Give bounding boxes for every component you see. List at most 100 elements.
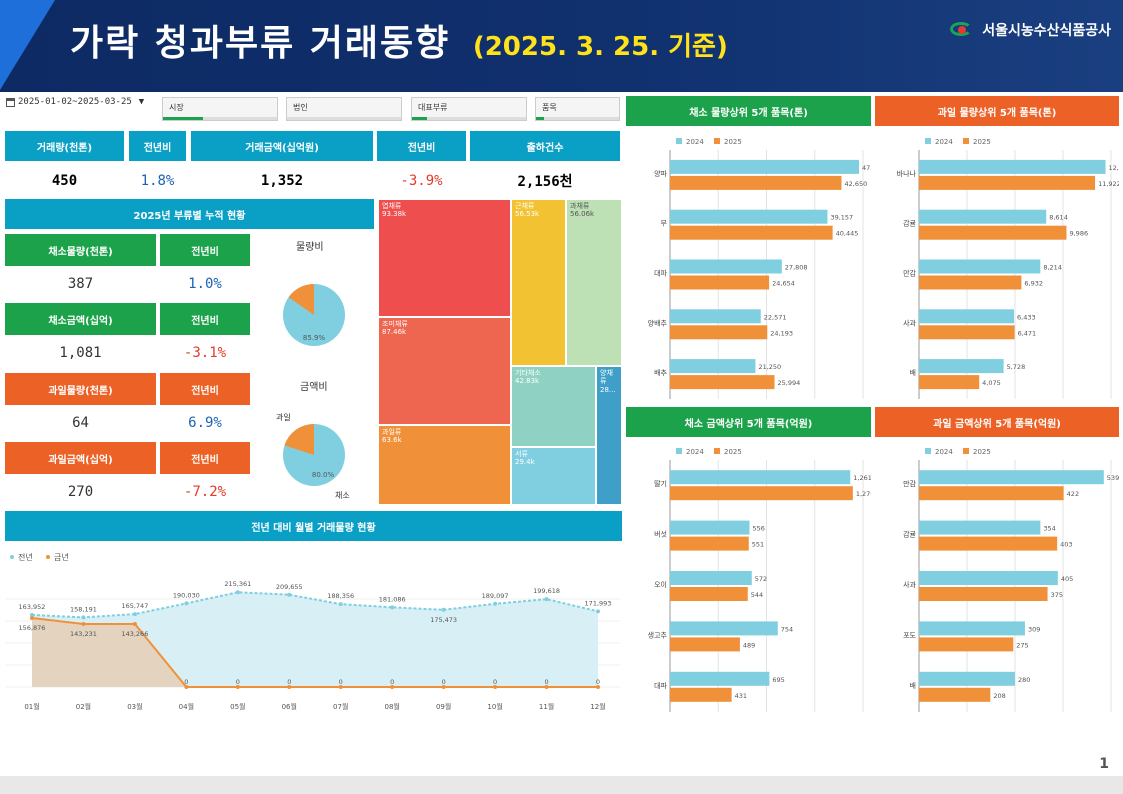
data-label-curr: 0 [236,678,240,686]
bar-2025 [670,486,853,501]
fruit-volume-header: 과일물량(천톤) [5,373,156,405]
category-label: 무 [661,220,668,228]
bar-2024 [670,259,782,274]
category-label: 포도 [903,631,916,639]
pie-amount-chart: 80.0% 과일 채소 [276,413,350,500]
bar-2024 [670,209,828,224]
x-tick-label: 01월 [24,702,39,711]
bar-value-label: 422 [1067,490,1079,498]
x-tick-label: 05월 [230,702,245,711]
legend-2025-swatch [963,138,969,144]
bar-value-label: 280 [1018,676,1030,684]
bar-value-label: 6,471 [1018,329,1037,337]
category-filter-label: 대표부류 [418,103,448,112]
page-number: 1 [1099,756,1109,772]
bar-value-label: 27,808 [785,264,808,272]
point-curr [30,615,34,620]
market-filter[interactable]: 시장 [162,97,278,121]
category-label: 양파 [654,169,667,178]
bar-2024 [670,621,778,636]
treemap-cell-seasoning[interactable]: 조미채류 87.46k [378,317,511,425]
category-label: 양배추 [648,318,668,327]
header-corner-accent [0,0,55,90]
legend-2024-swatch [925,448,931,454]
kpi-amount-value: 1,352 [260,173,304,189]
point-curr [81,621,86,626]
legend-2025-swatch [714,448,720,454]
legend-2025-label: 2025 [724,448,742,456]
point-curr [235,685,240,689]
bar-2025 [919,175,1096,190]
veg-amount-yoy-value: -3.1% [183,345,227,361]
treemap-cell-tubers[interactable]: 서류 29.4k [511,447,596,505]
pie-volume-pct-label: 85.9% [303,334,326,342]
org-logo-icon [948,18,976,42]
treemap-cell-name: 과채류 [570,202,590,210]
legend-prev-label: 전년 [18,552,33,562]
point-prev [81,615,86,620]
treemap-cell-western-veg[interactable]: 양채류 28... [596,366,622,505]
bar-2025 [670,375,775,390]
bar-value-label: 8,614 [1049,214,1068,222]
category-label: 사과 [903,580,916,589]
point-prev [184,601,189,606]
treemap-cell-root[interactable]: 근채류 56.53k [511,199,566,366]
data-label-curr: 0 [184,678,188,686]
point-curr [338,685,343,689]
treemap-cell-value: 56.53k [515,210,540,219]
bar-value-label: 572 [755,575,767,583]
data-label-curr: 0 [493,678,497,686]
bar-2024 [670,520,750,535]
x-tick-label: 10월 [487,702,502,711]
x-tick-label: 11월 [539,702,554,711]
bar-2025 [670,325,768,340]
category-label: 버섯 [654,530,667,539]
bar-value-label: 556 [752,525,764,533]
bar-2024 [670,309,761,324]
bar-2025 [670,536,749,551]
bar-2024 [919,259,1041,274]
bar-value-label: 8,214 [1043,264,1062,272]
treemap-cell-name: 양채류 [600,369,613,386]
treemap-cell-fruitveg[interactable]: 과채류 56.06k [566,199,622,366]
bar-value-label: 40,445 [836,230,859,238]
category-label: 배 [910,368,916,377]
panel-veg-volume-title: 채소 물량상위 5개 품목(톤) [626,96,871,126]
legend-2024-swatch [925,138,931,144]
kpi-shipments-header: 출하건수 [470,131,620,161]
legend-2025-label: 2025 [724,138,742,146]
bar-value-label: 47,015 [862,164,871,172]
fruit-amount-header: 과일금액(십억) [5,442,156,474]
x-tick-label: 08월 [385,702,400,711]
bar-value-label: 25,994 [778,379,801,387]
bar-2024 [919,571,1058,585]
category-label: 사과 [903,318,916,327]
treemap-cell-other-veg[interactable]: 기타채소 42.83k [511,366,596,447]
data-label-curr: 0 [442,678,446,686]
treemap-cell-leafy[interactable]: 엽채류 93.38k [378,199,511,317]
bar-value-label: 208 [993,692,1005,700]
fruit-amount-yoy-value: -7.2% [183,484,227,500]
treemap-cell-fruit[interactable]: 과일류 63.6k [378,425,511,505]
page-title: 가락 청과부류 거래동향 (2025. 3. 25. 기준) [70,14,728,66]
category-filter[interactable]: 대표부류 [411,97,527,121]
category-label: 생고추 [648,630,668,639]
chevron-down-icon[interactable]: ▼ [138,97,145,107]
data-label-prev: 199,618 [533,587,560,595]
area-curr [32,617,187,687]
bar-value-label: 309 [1028,625,1040,633]
veg-volume-value: 387 [67,276,94,292]
pie-volume-title: 물량비 [296,242,324,253]
point-prev [30,612,34,617]
category-label: 감귤 [903,531,916,539]
item-filter[interactable]: 품목 [535,97,620,121]
x-tick-label: 02월 [76,702,91,711]
legend-prev-marker [10,555,14,559]
corp-filter[interactable]: 법인 [286,97,402,121]
point-curr [184,685,189,689]
data-label-curr: 0 [596,678,600,686]
date-range-filter[interactable]: 2025-01-02~2025-03-25 ▼ [6,97,144,107]
fruit-amount-yoy-header: 전년비 [160,442,250,474]
treemap-cell-name: 근채류 [515,202,535,210]
